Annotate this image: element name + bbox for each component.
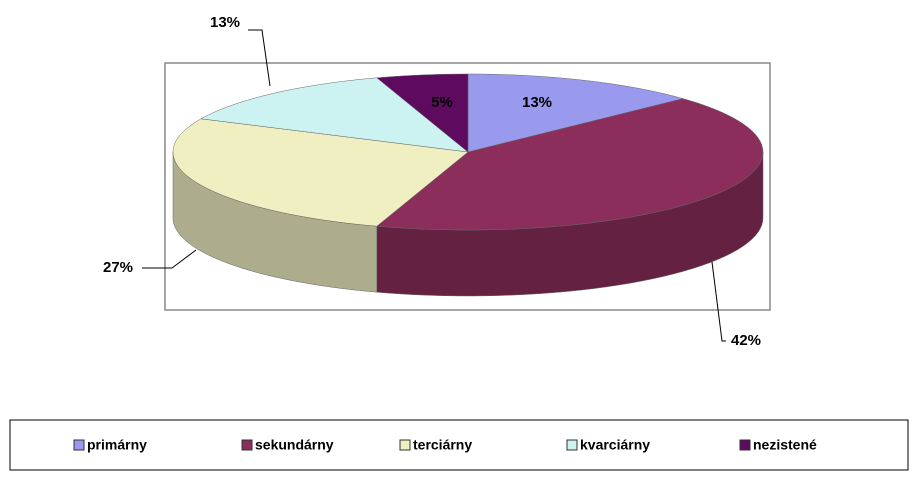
plot-area [164, 62, 771, 311]
legend-label: terciárny [413, 437, 472, 453]
slice [376, 98, 764, 231]
slice [467, 73, 685, 153]
data-label: 42% [731, 332, 761, 349]
legend-label: kvarciárny [580, 437, 650, 453]
data-label: 13% [210, 14, 240, 31]
slice [376, 73, 469, 153]
legend-swatch [399, 439, 411, 451]
data-label: 5% [431, 94, 453, 111]
slice [172, 118, 469, 227]
legend-label: sekundárny [255, 437, 334, 453]
legend-label: primárny [87, 437, 147, 453]
legend-swatch [739, 439, 751, 451]
legend-box [9, 419, 909, 471]
legend-label: nezistené [753, 437, 817, 453]
leader-line [711, 261, 726, 342]
data-label: 13% [522, 94, 552, 111]
slice [200, 77, 469, 153]
legend-swatch [241, 439, 253, 451]
data-label: 27% [103, 259, 133, 276]
legend-swatch [566, 439, 578, 451]
legend-swatch [73, 439, 85, 451]
leader-line [248, 29, 271, 87]
leader-line [142, 249, 197, 269]
